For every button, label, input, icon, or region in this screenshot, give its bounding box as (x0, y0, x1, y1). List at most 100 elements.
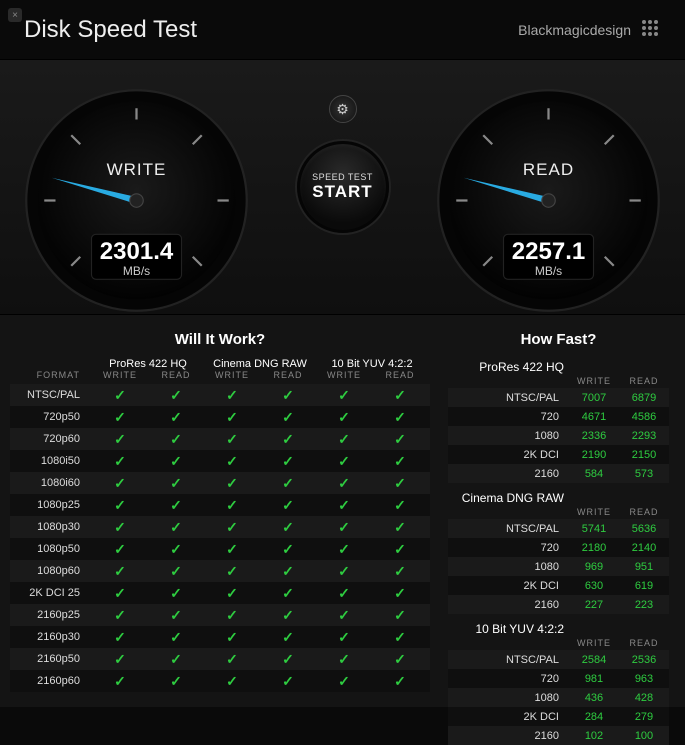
check-icon: ✓ (204, 519, 260, 536)
check-icon: ✓ (372, 563, 428, 580)
check-icon: ✓ (92, 563, 148, 580)
check-icon: ✓ (260, 607, 316, 624)
table-row: 2160227223 (448, 595, 669, 614)
format-label: 2160p60 (10, 675, 92, 687)
format-label: 1080p60 (10, 565, 92, 577)
check-icon: ✓ (92, 541, 148, 558)
read-col-label: READ (619, 376, 669, 386)
check-icon: ✓ (372, 585, 428, 602)
format-label: 2160p50 (10, 653, 92, 665)
read-value: 4586 (619, 411, 669, 423)
write-value: 981 (569, 673, 619, 685)
close-button[interactable]: × (8, 8, 22, 22)
write-col-label: WRITE (92, 370, 148, 380)
read-value: 100 (619, 730, 669, 742)
check-icon: ✓ (316, 519, 372, 536)
check-icon: ✓ (260, 673, 316, 690)
format-label: 2K DCI (448, 449, 569, 461)
read-value: 619 (619, 580, 669, 592)
table-row: 2160p50✓✓✓✓✓✓ (10, 648, 430, 670)
brand-label: Blackmagicdesign (518, 17, 661, 42)
write-value: 2584 (569, 654, 619, 666)
write-col-label: WRITE (569, 376, 619, 386)
write-value: 4671 (569, 411, 619, 423)
read-value: 573 (619, 468, 669, 480)
check-icon: ✓ (372, 409, 428, 426)
start-label-line2: START (312, 182, 372, 202)
brand-logo-icon (639, 17, 661, 42)
fast-sub-headers: WRITEREAD (448, 638, 669, 650)
read-gauge-value: 2257.1 MB/s (512, 238, 585, 278)
format-label: 1080i60 (10, 477, 92, 489)
write-value: 436 (569, 692, 619, 704)
write-value: 284 (569, 711, 619, 723)
read-col-label: READ (619, 638, 669, 648)
read-value: 2140 (619, 542, 669, 554)
write-value: 102 (569, 730, 619, 742)
codec-header: 10 Bit YUV 4:2:2 (316, 358, 428, 370)
check-icon: ✓ (148, 563, 204, 580)
write-col-label: WRITE (316, 370, 372, 380)
check-icon: ✓ (204, 431, 260, 448)
check-icon: ✓ (260, 453, 316, 470)
check-icon: ✓ (372, 497, 428, 514)
format-label: 1080p25 (10, 499, 92, 511)
check-icon: ✓ (148, 673, 204, 690)
gauge-area: WRITE 2301.4 MB/s ⚙ SPEED TEST START (0, 60, 685, 315)
check-icon: ✓ (92, 431, 148, 448)
check-icon: ✓ (316, 673, 372, 690)
check-icon: ✓ (260, 475, 316, 492)
format-label: 2K DCI 25 (10, 587, 92, 599)
check-icon: ✓ (148, 497, 204, 514)
format-label: 2160p30 (10, 631, 92, 643)
codec-header: Cinema DNG RAW (204, 358, 316, 370)
check-icon: ✓ (204, 475, 260, 492)
check-icon: ✓ (92, 607, 148, 624)
table-row: NTSC/PAL70076879 (448, 388, 669, 407)
check-icon: ✓ (260, 651, 316, 668)
check-icon: ✓ (372, 387, 428, 404)
check-icon: ✓ (260, 629, 316, 646)
read-value: 2293 (619, 430, 669, 442)
table-row: 2160p30✓✓✓✓✓✓ (10, 626, 430, 648)
format-label: NTSC/PAL (10, 389, 92, 401)
settings-button[interactable]: ⚙ (329, 95, 357, 123)
check-icon: ✓ (92, 475, 148, 492)
check-icon: ✓ (372, 607, 428, 624)
check-icon: ✓ (148, 519, 204, 536)
read-value: 2536 (619, 654, 669, 666)
format-label: 2160 (448, 599, 569, 611)
check-icon: ✓ (92, 629, 148, 646)
table-row: 720p50✓✓✓✓✓✓ (10, 406, 430, 428)
check-icon: ✓ (372, 651, 428, 668)
check-icon: ✓ (148, 387, 204, 404)
check-icon: ✓ (372, 453, 428, 470)
check-icon: ✓ (148, 585, 204, 602)
how-fast-title: How Fast? (448, 325, 669, 358)
check-icon: ✓ (92, 673, 148, 690)
table-row: 72021802140 (448, 538, 669, 557)
table-row: 2160p25✓✓✓✓✓✓ (10, 604, 430, 626)
check-icon: ✓ (372, 673, 428, 690)
check-icon: ✓ (372, 475, 428, 492)
check-icon: ✓ (92, 453, 148, 470)
check-icon: ✓ (260, 541, 316, 558)
check-icon: ✓ (260, 387, 316, 404)
check-icon: ✓ (148, 431, 204, 448)
check-icon: ✓ (204, 387, 260, 404)
check-icon: ✓ (372, 431, 428, 448)
check-icon: ✓ (372, 519, 428, 536)
check-icon: ✓ (204, 497, 260, 514)
check-icon: ✓ (372, 629, 428, 646)
start-button[interactable]: SPEED TEST START (297, 141, 389, 233)
check-icon: ✓ (316, 475, 372, 492)
codec-headers: ProRes 422 HQ Cinema DNG RAW 10 Bit YUV … (10, 358, 430, 370)
format-label: 1080 (448, 430, 569, 442)
format-label: 2K DCI (448, 580, 569, 592)
table-row: 2K DCI 25✓✓✓✓✓✓ (10, 582, 430, 604)
check-icon: ✓ (148, 629, 204, 646)
check-icon: ✓ (148, 651, 204, 668)
table-row: 1080p30✓✓✓✓✓✓ (10, 516, 430, 538)
check-icon: ✓ (204, 541, 260, 558)
how-fast-table: How Fast? ProRes 422 HQWRITEREADNTSC/PAL… (440, 315, 685, 707)
